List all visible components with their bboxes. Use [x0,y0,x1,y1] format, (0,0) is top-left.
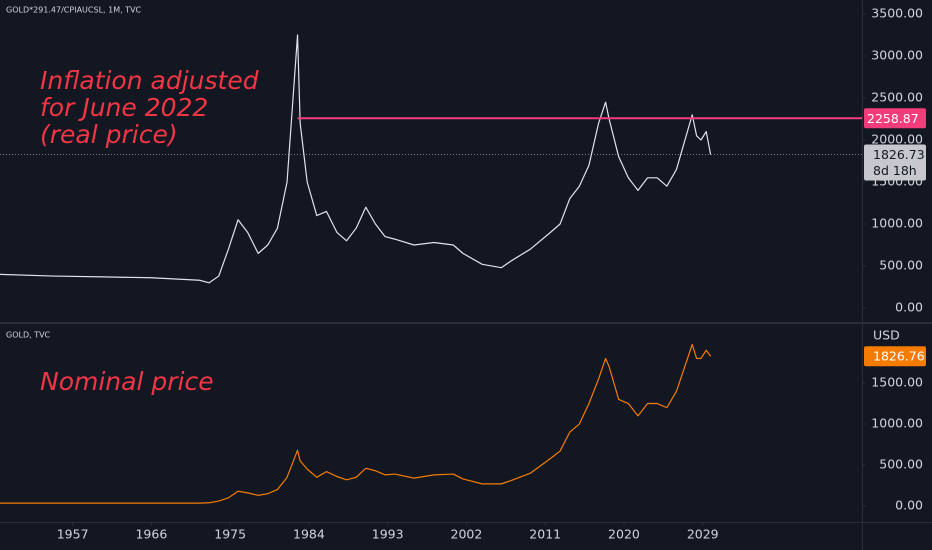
pane-title: GOLD*291.47/CPIAUCSL, 1M, TVC [6,6,142,15]
y-tick-label: 1000.00 [871,416,923,431]
annotation: Nominal price [40,367,214,396]
pane-title: GOLD, TVC [6,331,51,340]
x-tick-label: 1975 [214,527,246,542]
x-tick-label: 2020 [608,527,640,542]
x-tick-label: 2029 [687,527,719,542]
hline-label-box [864,108,926,129]
x-tick-label: 2011 [529,527,561,542]
plot-area [0,343,712,504]
price-line [0,343,712,504]
x-tick-label: 2002 [451,527,483,542]
y-tick-label: 0.00 [895,299,923,314]
annotation: (real price) [40,120,178,149]
plot-area [0,34,862,284]
last-price-box [864,346,926,367]
x-tick-label: 1966 [135,527,167,542]
last-price-box [864,144,926,181]
hline-label: 2258.87 [867,111,919,126]
y-tick-label: 500.00 [879,457,923,472]
currency-label: USD [873,328,900,343]
y-tick-label: 1500.00 [871,375,923,390]
last-price-label: 1826.76 [873,349,925,364]
x-tick-label: 1957 [57,527,89,542]
countdown-label: 8d 18h [873,163,917,178]
price-line [0,34,712,284]
last-price-label: 1826.73 [873,147,925,162]
y-tick-label: 3000.00 [871,48,923,63]
y-tick-label: 1000.00 [871,215,923,230]
y-tick-label: 500.00 [879,257,923,272]
annotation: Inflation adjusted [40,66,259,95]
y-tick-label: 2500.00 [871,90,923,105]
annotation: for June 2022 [40,93,208,122]
y-tick-label: 0.00 [895,498,923,513]
x-tick-label: 1993 [372,527,404,542]
y-tick-label: 3500.00 [871,6,923,21]
x-tick-label: 1984 [293,527,325,542]
y-tick-label: 2000.00 [871,132,923,147]
